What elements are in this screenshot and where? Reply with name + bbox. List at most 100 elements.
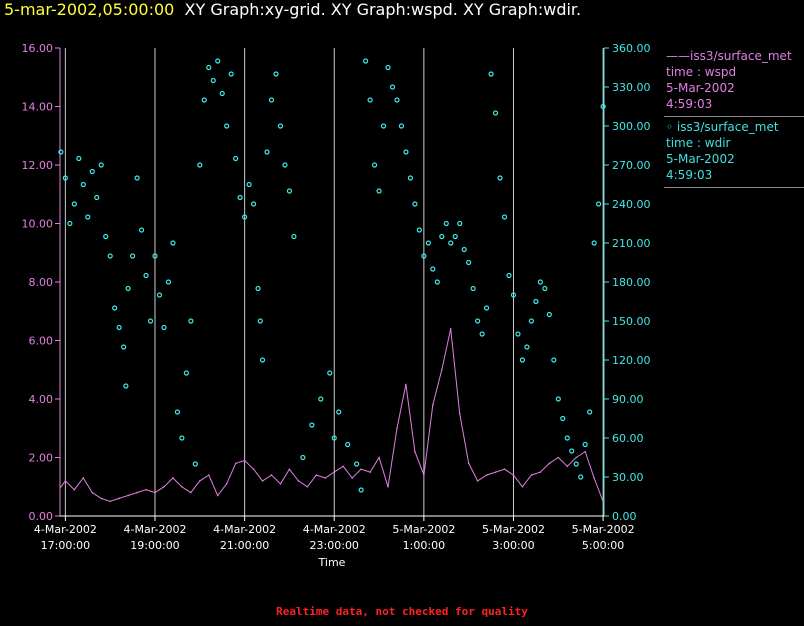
legend-wspd[interactable]: ——iss3/surface_met time : wspd 5-Mar-200… bbox=[664, 48, 804, 117]
wdir-point bbox=[71, 201, 77, 207]
wdir-point bbox=[250, 201, 257, 207]
legend-wdir[interactable]: ◦ iss3/surface_met time : wdir 5-Mar-200… bbox=[664, 119, 804, 188]
wdir-point bbox=[416, 227, 422, 233]
y-left-tick-label: 14.00 bbox=[22, 101, 54, 114]
wdir-point bbox=[483, 305, 490, 311]
title-graph-names: XY Graph:xy-grid. XY Graph:wspd. XY Grap… bbox=[184, 0, 582, 19]
wdir-point bbox=[528, 318, 535, 324]
y-right-tick-label: 60.00 bbox=[612, 432, 644, 445]
wdir-point bbox=[125, 285, 131, 292]
legend-wspd-source: ——iss3/surface_met bbox=[666, 49, 792, 63]
y-right-tick-label: 360.00 bbox=[612, 42, 651, 55]
wdir-point bbox=[466, 259, 472, 266]
wdir-point bbox=[336, 409, 342, 415]
wdir-point bbox=[457, 220, 463, 227]
wdir-point bbox=[206, 64, 212, 71]
wspd-point bbox=[414, 450, 416, 453]
wdir-point bbox=[228, 71, 234, 77]
wspd-point bbox=[360, 468, 362, 471]
title-timestamp: 5-mar-2002,05:00:00 bbox=[4, 0, 175, 19]
wdir-point bbox=[210, 77, 216, 84]
x-tick-time: 3:00:00 bbox=[492, 539, 534, 552]
graph-title: 5-mar-2002,05:00:00 XY Graph:xy-grid. XY… bbox=[4, 0, 581, 19]
x-tick-date: 5-Mar-2002 bbox=[482, 523, 545, 536]
wspd-point bbox=[100, 497, 103, 500]
y-left-tick-label: 8.00 bbox=[29, 276, 54, 289]
wspd-point bbox=[530, 474, 533, 476]
x-tick-date: 4-Mar-2002 bbox=[34, 523, 97, 536]
wspd-point bbox=[60, 485, 62, 488]
wdir-point bbox=[85, 214, 91, 220]
wdir-point bbox=[103, 233, 109, 240]
wdir-point bbox=[407, 175, 414, 181]
wdir-point bbox=[273, 71, 279, 77]
wdir-point bbox=[380, 123, 387, 129]
wspd-point bbox=[181, 485, 183, 488]
wspd-point bbox=[485, 474, 488, 476]
x-tick-date: 4-Mar-2002 bbox=[124, 523, 187, 536]
wspd-point bbox=[503, 468, 506, 471]
y-right-tick-label: 120.00 bbox=[612, 354, 651, 367]
wdir-point bbox=[165, 279, 172, 285]
wspd-point bbox=[234, 462, 237, 465]
wspd-point bbox=[127, 494, 129, 497]
wdir-point bbox=[219, 90, 225, 97]
wdir-point bbox=[183, 370, 189, 376]
legend-wdir-time: 4:59:03 bbox=[666, 168, 713, 182]
wspd-point bbox=[440, 368, 443, 371]
wdir-point bbox=[537, 279, 543, 285]
wdir-point bbox=[62, 175, 68, 181]
wdir-point bbox=[398, 123, 405, 129]
wspd-point bbox=[91, 491, 94, 494]
wdir-point bbox=[345, 441, 351, 448]
x-axis-label: Time bbox=[318, 556, 346, 569]
wdir-point bbox=[555, 396, 561, 402]
legend-wdir-source: ◦ iss3/surface_met bbox=[666, 120, 779, 134]
wdir-point bbox=[412, 201, 418, 207]
wdir-point bbox=[112, 305, 118, 311]
wdir-point bbox=[94, 194, 100, 201]
wdir-point bbox=[76, 155, 82, 162]
wdir-point bbox=[421, 253, 427, 259]
y-right-tick-label: 270.00 bbox=[612, 159, 651, 172]
wdir-point bbox=[425, 240, 431, 246]
wspd-point bbox=[73, 488, 76, 491]
wdir-point bbox=[268, 97, 275, 103]
legend: ——iss3/surface_met time : wspd 5-Mar-200… bbox=[664, 48, 804, 188]
x-tick-time: 21:00:00 bbox=[220, 539, 269, 552]
wdir-point bbox=[479, 331, 485, 337]
wdir-point bbox=[551, 357, 557, 363]
wdir-point bbox=[170, 240, 176, 246]
wspd-point bbox=[494, 471, 497, 473]
wspd-point bbox=[405, 383, 407, 386]
x-tick-time: 5:00:00 bbox=[582, 539, 624, 552]
y-right-tick-label: 90.00 bbox=[612, 393, 644, 406]
wspd-point bbox=[432, 404, 434, 406]
wspd-point bbox=[602, 500, 604, 503]
wspd-point bbox=[593, 477, 595, 479]
wdir-point bbox=[80, 181, 86, 188]
wdir-point bbox=[121, 344, 127, 350]
legend-wspd-time: 4:59:03 bbox=[666, 97, 713, 111]
wdir-point bbox=[533, 298, 539, 305]
wdir-point bbox=[309, 422, 315, 428]
wdir-point bbox=[600, 103, 606, 110]
y-right-tick-label: 300.00 bbox=[612, 120, 651, 133]
wdir-point bbox=[129, 253, 136, 259]
wspd-point bbox=[297, 480, 300, 482]
wspd-point bbox=[252, 468, 255, 471]
wspd-point bbox=[243, 459, 246, 462]
wdir-point bbox=[376, 188, 382, 194]
wspd-point bbox=[584, 450, 586, 453]
wdir-point bbox=[259, 357, 266, 363]
wspd-point bbox=[270, 474, 273, 476]
legend-wspd-date: 5-Mar-2002 bbox=[666, 81, 735, 95]
wdir-point bbox=[578, 474, 584, 480]
legend-wdir-var: time : wdir bbox=[666, 136, 731, 150]
wdir-point bbox=[569, 448, 575, 454]
wdir-point bbox=[143, 272, 149, 279]
wdir-point bbox=[257, 318, 263, 324]
wdir-point bbox=[389, 84, 396, 90]
y-left-tick-label: 10.00 bbox=[22, 218, 54, 231]
wspd-point bbox=[548, 462, 551, 465]
